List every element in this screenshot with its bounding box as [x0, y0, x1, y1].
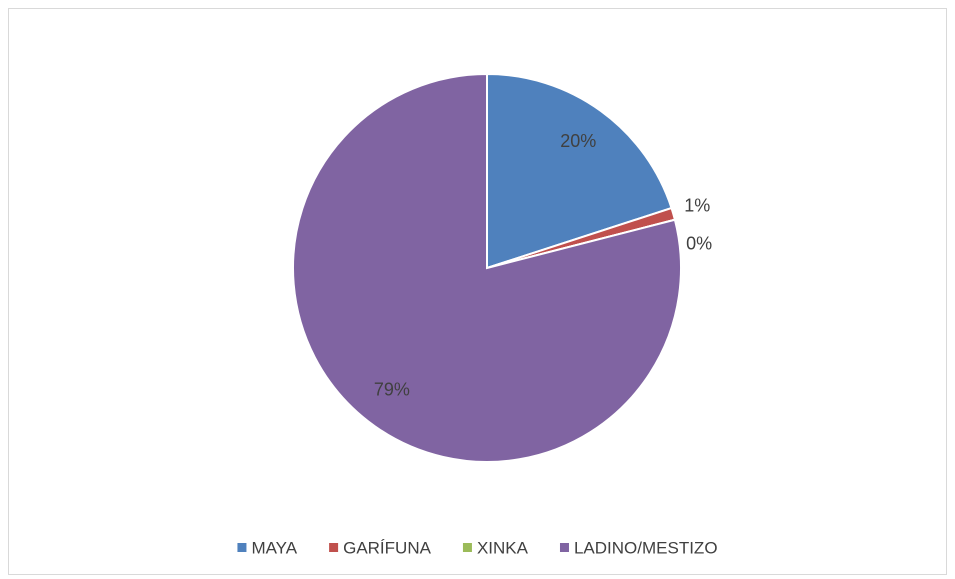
- pie-slice: [292, 72, 682, 463]
- data-label: 0%: [686, 234, 712, 254]
- legend-swatch: [237, 543, 247, 552]
- legend-swatch: [329, 543, 339, 552]
- legend-label: GARÍFUNA: [343, 538, 432, 557]
- data-label: 79%: [374, 379, 410, 399]
- data-label: 1%: [684, 196, 710, 216]
- legend-label: MAYA: [251, 538, 297, 557]
- legend-label: XINKA: [477, 538, 529, 557]
- legend-swatch: [559, 543, 569, 552]
- legend-swatch: [462, 543, 472, 552]
- legend-label: LADINO/MESTIZO: [574, 538, 718, 557]
- data-label: 20%: [560, 131, 596, 151]
- pie-slice: [486, 72, 673, 270]
